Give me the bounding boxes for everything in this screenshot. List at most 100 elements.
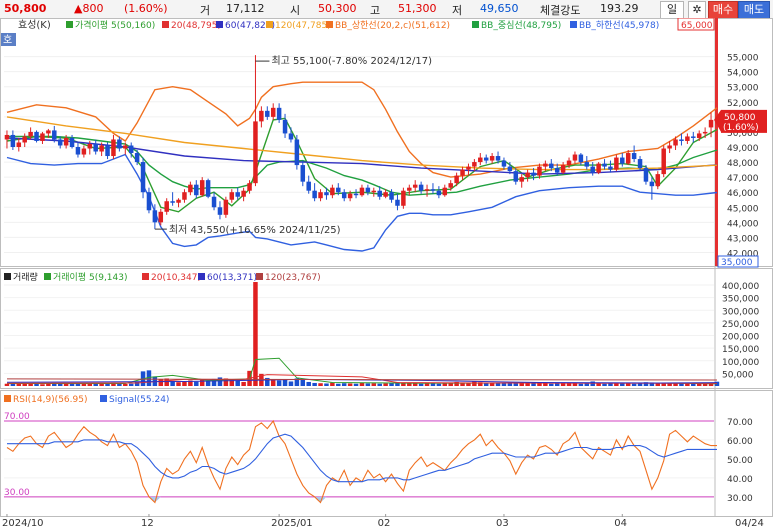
volume-bar[interactable] xyxy=(454,381,459,386)
volume-bar[interactable] xyxy=(134,381,140,386)
volume-bar[interactable] xyxy=(16,383,22,386)
candle-body[interactable] xyxy=(554,168,560,173)
candle-body[interactable] xyxy=(424,189,430,191)
volume-bar[interactable] xyxy=(347,383,353,386)
volume-bar[interactable] xyxy=(158,379,164,386)
volume-bar[interactable] xyxy=(637,383,643,386)
candle-body[interactable] xyxy=(395,199,400,206)
volume-bar[interactable] xyxy=(578,383,584,386)
volume-bar[interactable] xyxy=(300,379,306,386)
volume-bar[interactable] xyxy=(81,383,87,386)
candle-body[interactable] xyxy=(341,192,347,199)
candle-body[interactable] xyxy=(596,163,601,173)
volume-bar[interactable] xyxy=(205,381,211,386)
volume-bar[interactable] xyxy=(661,382,666,386)
candle-body[interactable] xyxy=(685,136,690,141)
candle-body[interactable] xyxy=(466,166,471,170)
period-button[interactable]: 일 xyxy=(660,1,684,19)
volume-bar[interactable] xyxy=(466,382,471,386)
candle-body[interactable] xyxy=(602,163,607,167)
volume-bar[interactable] xyxy=(483,383,489,386)
candle-body[interactable] xyxy=(507,166,513,172)
volume-bar[interactable] xyxy=(448,382,453,386)
candle-body[interactable] xyxy=(123,145,128,149)
candle-body[interactable] xyxy=(371,190,377,193)
volume-bar[interactable] xyxy=(442,383,448,386)
candle-body[interactable] xyxy=(708,119,714,128)
candle-body[interactable] xyxy=(164,201,169,212)
volume-bar[interactable] xyxy=(123,383,128,386)
candle-body[interactable] xyxy=(389,192,394,200)
volume-bar[interactable] xyxy=(276,380,282,386)
candle-body[interactable] xyxy=(543,163,548,167)
volume-bar[interactable] xyxy=(566,382,572,386)
volume-bar[interactable] xyxy=(211,378,217,386)
volume-bar[interactable] xyxy=(188,380,193,386)
candle-body[interactable] xyxy=(608,166,613,170)
candle-body[interactable] xyxy=(513,171,519,182)
volume-bar[interactable] xyxy=(389,382,394,386)
candle-body[interactable] xyxy=(637,159,643,169)
candle-body[interactable] xyxy=(702,131,708,134)
candle-body[interactable] xyxy=(111,139,116,157)
candle-body[interactable] xyxy=(235,192,240,197)
volume-bar[interactable] xyxy=(46,383,51,386)
candle-body[interactable] xyxy=(430,189,436,191)
volume-bar[interactable] xyxy=(312,382,317,386)
volume-bar[interactable] xyxy=(560,383,566,386)
candle-body[interactable] xyxy=(176,199,181,203)
volume-bar[interactable] xyxy=(40,384,45,386)
candle-body[interactable] xyxy=(673,139,678,146)
candle-body[interactable] xyxy=(401,190,406,206)
candle-body[interactable] xyxy=(625,153,631,164)
candle-body[interactable] xyxy=(631,153,637,160)
candle-body[interactable] xyxy=(407,187,412,191)
volume-bar[interactable] xyxy=(395,382,400,386)
volume-bar[interactable] xyxy=(525,383,530,386)
candle-body[interactable] xyxy=(229,192,235,200)
volume-bar[interactable] xyxy=(235,380,240,386)
volume-bar[interactable] xyxy=(418,383,424,386)
volume-bar[interactable] xyxy=(691,383,696,386)
candle-body[interactable] xyxy=(16,142,22,147)
candle-body[interactable] xyxy=(69,137,75,147)
candle-body[interactable] xyxy=(377,190,382,197)
candle-body[interactable] xyxy=(34,131,39,141)
candle-body[interactable] xyxy=(525,172,530,178)
volume-bar[interactable] xyxy=(52,382,57,386)
gear-icon[interactable]: ✲ xyxy=(688,1,706,19)
candle-body[interactable] xyxy=(442,187,448,196)
candle-body[interactable] xyxy=(253,121,258,184)
candle-body[interactable] xyxy=(448,183,453,188)
volume-bar[interactable] xyxy=(270,379,276,386)
volume-bar[interactable] xyxy=(649,382,655,386)
candle-body[interactable] xyxy=(22,136,27,143)
candle-body[interactable] xyxy=(436,190,442,196)
candle-body[interactable] xyxy=(63,137,69,146)
candle-body[interactable] xyxy=(495,156,501,161)
volume-bar[interactable] xyxy=(4,383,10,386)
volume-bar[interactable] xyxy=(330,382,335,386)
volume-bar[interactable] xyxy=(584,383,590,386)
volume-bar[interactable] xyxy=(28,383,33,386)
candle-body[interactable] xyxy=(324,192,329,196)
volume-bar[interactable] xyxy=(436,383,442,386)
candle-body[interactable] xyxy=(294,139,300,166)
candle-body[interactable] xyxy=(353,193,359,196)
candle-body[interactable] xyxy=(312,190,317,199)
volume-bar[interactable] xyxy=(353,383,359,386)
volume-bar[interactable] xyxy=(554,383,560,386)
volume-bar[interactable] xyxy=(596,383,601,386)
volume-bar[interactable] xyxy=(93,382,98,386)
volume-bar[interactable] xyxy=(265,377,270,386)
volume-bar[interactable] xyxy=(655,382,661,386)
candle-body[interactable] xyxy=(282,119,288,134)
candle-body[interactable] xyxy=(330,187,335,196)
volume-bar[interactable] xyxy=(69,383,75,386)
candle-body[interactable] xyxy=(117,139,122,149)
candle-body[interactable] xyxy=(4,134,10,140)
candle-body[interactable] xyxy=(276,107,282,120)
volume-bar[interactable] xyxy=(495,382,501,386)
volume-bar[interactable] xyxy=(590,381,595,386)
volume-bar[interactable] xyxy=(702,383,708,386)
